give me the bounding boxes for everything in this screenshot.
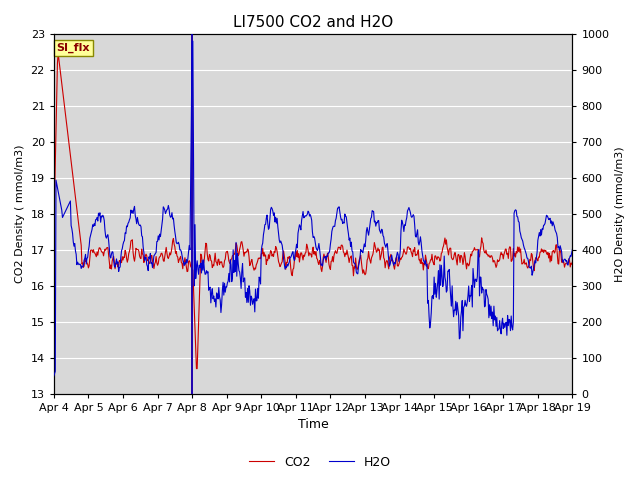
H2O: [306, 213, 314, 219]
H2O: [356, 256, 364, 262]
Y-axis label: CO2 Density ( mmol/m3): CO2 Density ( mmol/m3): [15, 144, 25, 283]
CO2: [164, 256, 172, 262]
H2O: [50, 373, 58, 379]
CO2: [357, 252, 365, 258]
CO2: [193, 366, 200, 372]
X-axis label: Time: Time: [298, 419, 328, 432]
CO2: [307, 251, 314, 257]
CO2: [54, 50, 62, 56]
H2O: [568, 246, 576, 252]
H2O: [164, 206, 172, 212]
CO2: [522, 260, 530, 266]
CO2: [187, 264, 195, 269]
Title: LI7500 CO2 and H2O: LI7500 CO2 and H2O: [233, 15, 393, 30]
Line: CO2: CO2: [54, 53, 572, 369]
H2O: [188, 38, 196, 44]
Text: SI_flx: SI_flx: [56, 43, 90, 53]
CO2: [408, 251, 415, 256]
H2O: [186, 247, 194, 253]
H2O: [407, 213, 415, 219]
Y-axis label: H2O Density (mmol/m3): H2O Density (mmol/m3): [615, 146, 625, 282]
H2O: [522, 249, 529, 255]
Legend: CO2, H2O: CO2, H2O: [244, 451, 396, 474]
CO2: [568, 259, 576, 265]
CO2: [50, 229, 58, 235]
Line: H2O: H2O: [54, 41, 572, 376]
